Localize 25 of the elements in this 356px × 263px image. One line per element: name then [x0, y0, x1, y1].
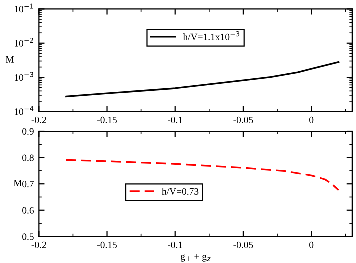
x-axis-title: g$_{⊥}$ + g$_{z}$	[181, 254, 211, 262]
y-tick-label: 10$^{−3}$	[15, 72, 34, 82]
y-tick-label: 0.9	[22, 128, 34, 136]
line-series	[66, 61, 340, 98]
x-tick-label: -0.1	[168, 242, 182, 248]
x-tick-label: -0.15	[98, 116, 118, 124]
x-tick-label: 0	[310, 116, 314, 124]
x-tick-label: -0.05	[234, 242, 254, 248]
x-tick-label: 0	[310, 242, 314, 248]
y-axis-title: M	[6, 56, 14, 63]
legend-label: h/V=1.1x10$^{−3}$	[183, 32, 240, 40]
y-tick-label: 10$^{−4}$	[15, 106, 34, 116]
y-tick-label: 0.5	[22, 234, 34, 240]
y-tick-label: 0.7	[22, 181, 34, 188]
y-tick-label: 0.6	[22, 207, 34, 214]
y-tick-label: 0.8	[22, 154, 34, 162]
legend-label: h/V=0.73	[162, 188, 199, 196]
y-tick-label: 10$^{−1}$	[15, 4, 34, 13]
x-tick-label: -0.1	[168, 116, 182, 124]
x-tick-label: -0.2	[32, 242, 46, 248]
x-tick-label: -0.05	[234, 116, 254, 124]
x-tick-label: -0.2	[32, 116, 46, 124]
y-tick-label: 10$^{−2}$	[15, 38, 34, 47]
x-tick-label: -0.15	[98, 242, 118, 248]
y-axis-title: M	[14, 180, 22, 186]
